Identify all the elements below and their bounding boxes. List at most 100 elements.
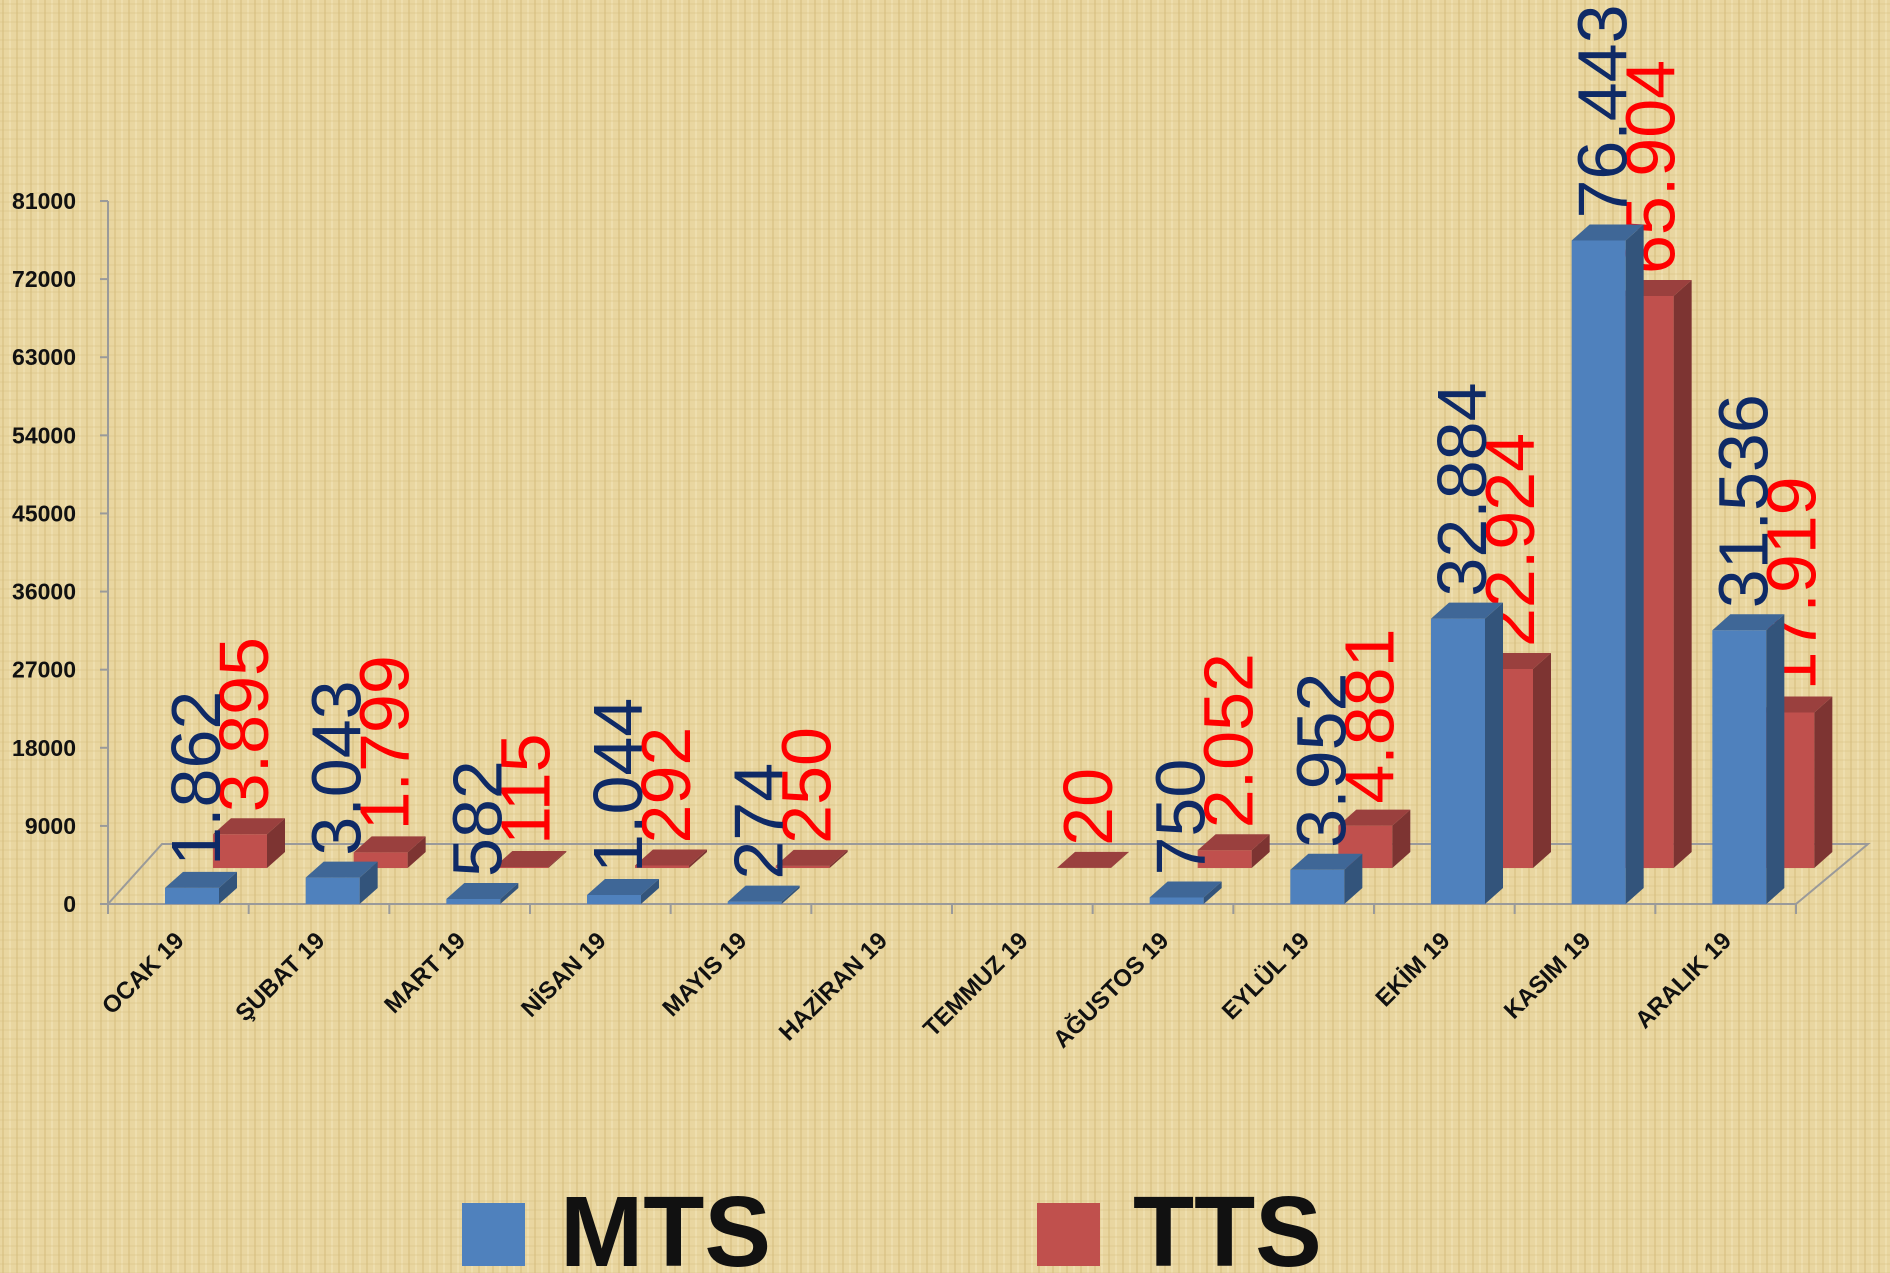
y-tick-label: 18000 [12,735,76,761]
bar-face [1712,630,1767,904]
bar-face [1251,834,1270,868]
value-label: 3.952 [1282,673,1360,848]
bar [587,878,659,904]
bar-face [1625,224,1644,904]
bar-face [829,849,848,868]
y-tick-label: 27000 [12,657,76,683]
bar-face [494,867,549,868]
bar-face [635,849,707,866]
bar-face [267,818,285,868]
bar-face [1197,834,1270,851]
y-tick-label: 54000 [12,422,76,448]
bar [1571,224,1644,904]
bar-face [1673,280,1692,868]
bar-face [305,877,360,904]
value-label: 32.884 [1423,382,1501,596]
bar [1197,834,1270,868]
bar-face [775,849,848,866]
value-label: 115 [486,733,564,845]
bar-face [1712,614,1785,631]
value-label: 20 [1049,768,1127,846]
bar-face [727,901,782,904]
bar-face [1111,851,1129,868]
bar-face [1197,850,1252,868]
bar [1057,851,1129,868]
bar [446,882,519,904]
bar-face [1338,809,1411,826]
bar-face [359,861,378,904]
bar [775,849,848,868]
bar-face [500,882,519,904]
bar [1431,602,1503,904]
bar-face [1431,602,1503,619]
bar-face [353,836,426,853]
bar-face [781,885,800,904]
legend-label: MTS [560,1176,771,1273]
bar-face [1344,853,1363,904]
bar-face [305,861,378,878]
bar-face [641,878,659,904]
bar-face [1057,851,1129,868]
y-tick-label: 63000 [12,344,76,370]
bar-face [219,871,237,904]
bar-face [1814,696,1833,868]
value-label: 31.536 [1704,394,1782,608]
value-label: 582 [438,760,516,877]
bar-face [213,818,285,835]
bar-face [1766,614,1785,904]
value-label: 2.052 [1190,653,1268,828]
legend-label: TTS [1133,1176,1322,1273]
bar [213,818,285,868]
value-label: 1.044 [579,698,657,873]
bar-face [1533,653,1551,868]
legend-swatch [462,1203,525,1266]
bar-face [494,851,567,868]
bar-face [548,851,567,868]
value-label: 292 [627,727,705,844]
y-tick-label: 81000 [12,188,76,214]
bar-face [1485,602,1503,904]
bar-face [775,865,830,868]
bar [635,849,707,868]
bar-face [1290,869,1345,904]
y-tick-label: 36000 [12,579,76,605]
bar-face [1149,897,1204,904]
bar [305,861,378,904]
bar-face [727,885,800,902]
value-label: 1.862 [157,691,235,866]
value-label: 3.895 [205,637,283,812]
value-label: 3.043 [298,680,376,855]
bar-face [1149,881,1222,898]
y-tick-label: 72000 [12,266,76,292]
bar [1149,881,1222,904]
y-tick-label: 45000 [12,500,76,526]
bar [1290,853,1363,904]
value-label: 250 [768,727,846,844]
bar-face [587,878,659,895]
value-label: 750 [1142,759,1220,876]
legend-swatch [1037,1203,1100,1266]
bar [494,851,567,868]
bar-face [446,882,519,899]
bar-face [1290,853,1363,870]
bar-face [587,894,641,904]
bar-face [689,849,707,868]
value-label: 76.443 [1564,4,1642,218]
value-label: 4.881 [1330,628,1408,803]
bar-face [1392,809,1411,868]
y-tick-label: 0 [63,891,76,917]
bar-face [1431,618,1485,904]
bar-face [165,887,219,904]
bar-face [165,871,237,888]
bar-face [1571,224,1644,241]
value-label: 1.799 [346,655,424,830]
bar-face [1571,240,1626,904]
y-tick-label: 9000 [25,813,76,839]
bar [165,871,237,904]
bar-face [635,865,689,868]
bar-face [407,836,426,868]
bar-face [1203,881,1222,904]
bar-face [446,898,501,904]
